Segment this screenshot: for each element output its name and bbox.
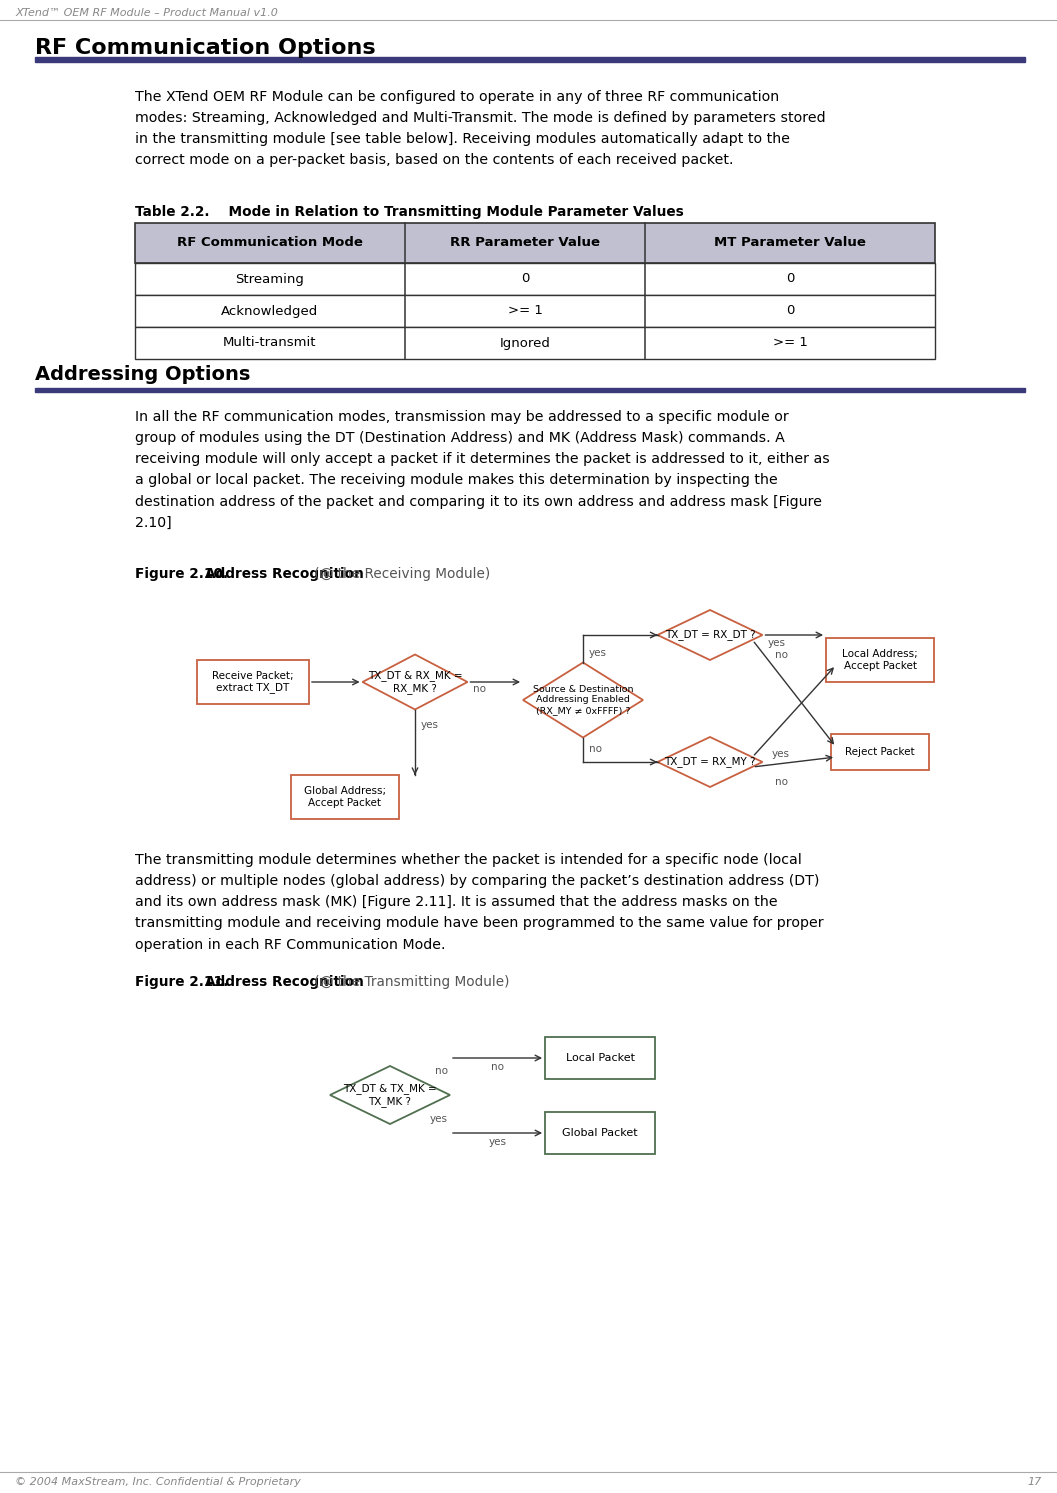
Text: (@ the Transmitting Module): (@ the Transmitting Module) (310, 975, 509, 988)
Text: Address Recognition: Address Recognition (205, 567, 364, 581)
FancyBboxPatch shape (197, 660, 309, 705)
Text: Address Recognition: Address Recognition (205, 975, 364, 988)
Text: no: no (435, 1066, 448, 1076)
Text: Acknowledged: Acknowledged (221, 305, 318, 318)
Polygon shape (657, 611, 762, 660)
Text: RR Parameter Value: RR Parameter Value (450, 236, 600, 249)
Text: >= 1: >= 1 (773, 336, 808, 349)
Text: TX_DT = RX_MY ?: TX_DT = RX_MY ? (664, 757, 756, 767)
Text: Local Address;
Accept Packet: Local Address; Accept Packet (842, 649, 917, 670)
Polygon shape (523, 663, 643, 738)
Text: RF Communication Mode: RF Communication Mode (178, 236, 363, 249)
Text: © 2004 MaxStream, Inc. Confidential & Proprietary: © 2004 MaxStream, Inc. Confidential & Pr… (15, 1477, 301, 1487)
Text: no: no (589, 745, 602, 754)
Text: (@ the Receiving Module): (@ the Receiving Module) (310, 567, 490, 581)
Text: In all the RF communication modes, transmission may be addressed to a specific m: In all the RF communication modes, trans… (135, 411, 830, 530)
Text: XTend™ OEM RF Module – Product Manual v1.0: XTend™ OEM RF Module – Product Manual v1… (15, 7, 278, 18)
FancyBboxPatch shape (545, 1038, 655, 1079)
Polygon shape (657, 738, 762, 787)
Text: no: no (492, 1062, 504, 1072)
Text: Reject Packet: Reject Packet (846, 746, 914, 757)
Bar (135, 222, 935, 263)
Text: >= 1: >= 1 (507, 305, 542, 318)
Text: 0: 0 (521, 273, 530, 285)
Text: RF Communication Options: RF Communication Options (35, 37, 375, 58)
Text: Global Packet: Global Packet (562, 1129, 637, 1138)
Text: yes: yes (589, 648, 607, 657)
Text: Ignored: Ignored (500, 336, 551, 349)
FancyBboxPatch shape (291, 775, 398, 820)
Text: Figure 2.11.: Figure 2.11. (135, 975, 242, 988)
Bar (135, 296, 935, 327)
Text: Source & Destination
Addressing Enabled
(RX_MY ≠ 0xFFFF) ?: Source & Destination Addressing Enabled … (533, 685, 633, 715)
Text: no: no (472, 684, 485, 694)
Text: Table 2.2.    Mode in Relation to Transmitting Module Parameter Values: Table 2.2. Mode in Relation to Transmitt… (135, 205, 684, 219)
Text: yes: yes (421, 720, 439, 730)
Bar (135, 327, 935, 358)
Polygon shape (330, 1066, 450, 1124)
Text: Local Packet: Local Packet (565, 1053, 634, 1063)
Text: yes: yes (430, 1114, 448, 1124)
Text: TX_DT & TX_MK =
TX_MK ?: TX_DT & TX_MK = TX_MK ? (344, 1084, 437, 1106)
Text: yes: yes (488, 1138, 506, 1147)
Text: 0: 0 (785, 305, 794, 318)
Text: TX_DT = RX_DT ?: TX_DT = RX_DT ? (665, 630, 756, 640)
FancyBboxPatch shape (831, 735, 929, 770)
Text: Receive Packet;
extract TX_DT: Receive Packet; extract TX_DT (212, 670, 294, 693)
Text: MT Parameter Value: MT Parameter Value (715, 236, 866, 249)
Text: Addressing Options: Addressing Options (35, 366, 251, 385)
Text: 17: 17 (1027, 1477, 1042, 1487)
FancyBboxPatch shape (826, 638, 934, 682)
Text: no: no (775, 649, 787, 660)
Text: Multi-transmit: Multi-transmit (223, 336, 317, 349)
Text: Global Address;
Accept Packet: Global Address; Accept Packet (304, 787, 386, 808)
Text: Figure 2.10.: Figure 2.10. (135, 567, 242, 581)
FancyBboxPatch shape (545, 1112, 655, 1154)
Text: The XTend OEM RF Module can be configured to operate in any of three RF communic: The XTend OEM RF Module can be configure… (135, 90, 826, 167)
Bar (135, 263, 935, 296)
Text: TX_DT & RX_MK =
RX_MK ?: TX_DT & RX_MK = RX_MK ? (368, 670, 462, 694)
Text: 0: 0 (785, 273, 794, 285)
Text: Streaming: Streaming (236, 273, 304, 285)
Text: The transmitting module determines whether the packet is intended for a specific: The transmitting module determines wheth… (135, 853, 823, 951)
Text: yes: yes (772, 749, 790, 758)
Text: yes: yes (767, 638, 785, 648)
Text: no: no (775, 776, 787, 787)
Bar (35, 388, 1025, 393)
Polygon shape (363, 654, 467, 709)
Bar (35, 57, 1025, 63)
